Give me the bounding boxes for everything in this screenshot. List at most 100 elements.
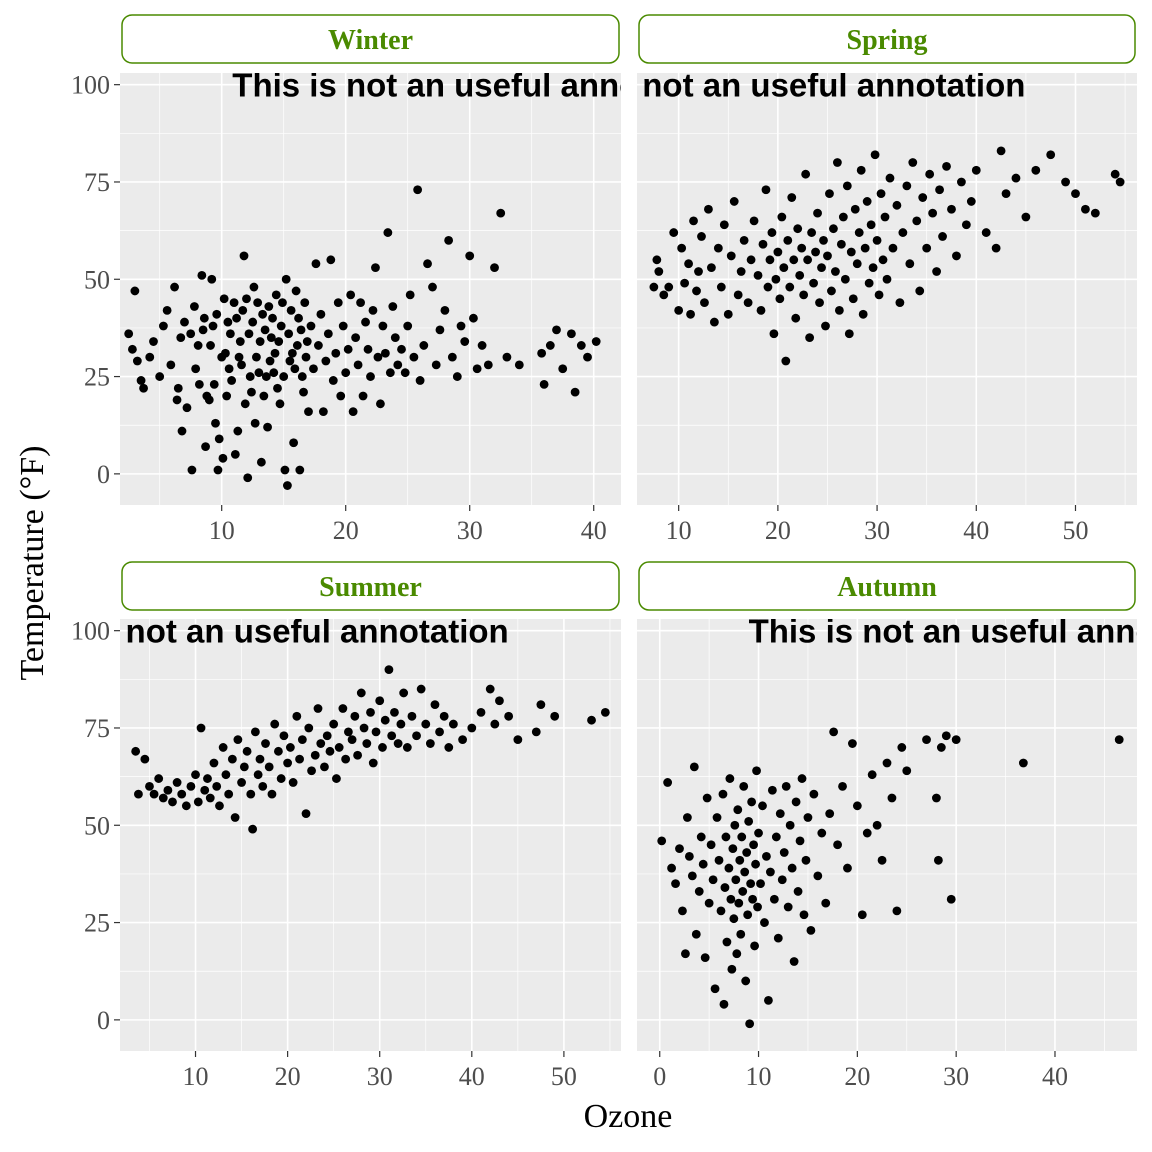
data-point (333, 298, 343, 308)
data-point (247, 387, 256, 397)
data-point (371, 727, 381, 737)
data-point (233, 426, 243, 436)
data-point (502, 352, 512, 362)
data-point (687, 871, 697, 881)
data-point (412, 731, 421, 741)
data-point (764, 996, 773, 1005)
data-point (288, 778, 298, 787)
data-point (842, 181, 852, 191)
data-point (785, 282, 795, 292)
data-point (326, 255, 336, 265)
data-point (300, 298, 310, 308)
data-point (158, 793, 168, 803)
data-point (858, 309, 868, 319)
data-point (777, 875, 787, 885)
facet-strip (638, 561, 1136, 611)
data-point (726, 894, 736, 904)
data-point (674, 306, 684, 315)
data-point (680, 278, 690, 288)
data-point (733, 805, 743, 815)
data-point (558, 364, 568, 374)
data-point (229, 298, 239, 308)
data-point (221, 770, 231, 780)
data-point (684, 259, 693, 269)
panel-background (120, 619, 621, 1051)
data-point (912, 216, 922, 226)
data-point (587, 715, 596, 725)
data-point (718, 789, 728, 799)
data-point (504, 711, 514, 721)
data-point (307, 766, 316, 776)
data-point (840, 274, 850, 284)
data-point (787, 863, 797, 873)
x-tick-label: 20 (275, 1062, 301, 1091)
data-point (874, 290, 884, 300)
data-point (652, 255, 662, 265)
data-point (811, 247, 820, 257)
data-point (885, 173, 895, 183)
data-point (678, 906, 687, 916)
data-point (882, 274, 892, 284)
data-point (691, 929, 701, 939)
data-point (898, 228, 908, 237)
data-point (704, 204, 713, 214)
data-point (817, 263, 826, 272)
data-point (328, 376, 338, 385)
annotation-layer: This is not an useful annotation (120, 619, 509, 650)
data-point (805, 333, 815, 343)
y-tick-label: 0 (97, 460, 110, 489)
data-point (799, 290, 809, 300)
data-point (320, 762, 329, 772)
data-point (781, 356, 791, 366)
data-point (274, 337, 284, 346)
y-tick-label: 75 (84, 168, 110, 197)
data-point (803, 813, 813, 822)
data-point (708, 875, 718, 885)
data-point (212, 781, 222, 791)
data-point (353, 750, 363, 760)
data-point (283, 481, 292, 490)
data-point (243, 473, 253, 483)
data-point (353, 360, 363, 370)
data-point (313, 704, 323, 713)
data-point (793, 224, 803, 234)
data-point (692, 286, 701, 296)
x-tick-label: 50 (551, 1062, 577, 1091)
data-point (380, 715, 390, 725)
data-point (996, 146, 1006, 156)
data-point (727, 964, 737, 974)
data-point (440, 306, 450, 315)
data-point (746, 255, 756, 265)
data-point (490, 719, 500, 729)
data-point (258, 309, 268, 319)
data-point (932, 793, 941, 803)
data-point (947, 204, 956, 214)
data-point (399, 688, 409, 698)
data-point (801, 169, 811, 179)
data-point (361, 317, 370, 327)
data-point (224, 789, 234, 799)
data-point (862, 197, 872, 206)
data-point (215, 801, 224, 811)
data-point (261, 739, 270, 748)
data-point (387, 731, 397, 741)
data-point (713, 243, 723, 253)
data-point (813, 208, 822, 218)
data-point (177, 426, 187, 436)
data-point (368, 758, 378, 768)
data-point (419, 341, 429, 350)
data-point (1011, 173, 1021, 183)
data-point (872, 235, 882, 245)
data-point (817, 828, 827, 838)
data-point (343, 344, 353, 354)
data-point (846, 247, 856, 257)
facet-strip-label: Autumn (837, 572, 937, 603)
data-point (848, 294, 858, 304)
data-point (322, 731, 332, 741)
y-tick-label: 25 (84, 363, 110, 392)
data-point (795, 270, 805, 280)
data-point (314, 341, 323, 350)
data-point (1090, 208, 1100, 218)
data-point (301, 809, 311, 818)
data-point (734, 898, 744, 908)
